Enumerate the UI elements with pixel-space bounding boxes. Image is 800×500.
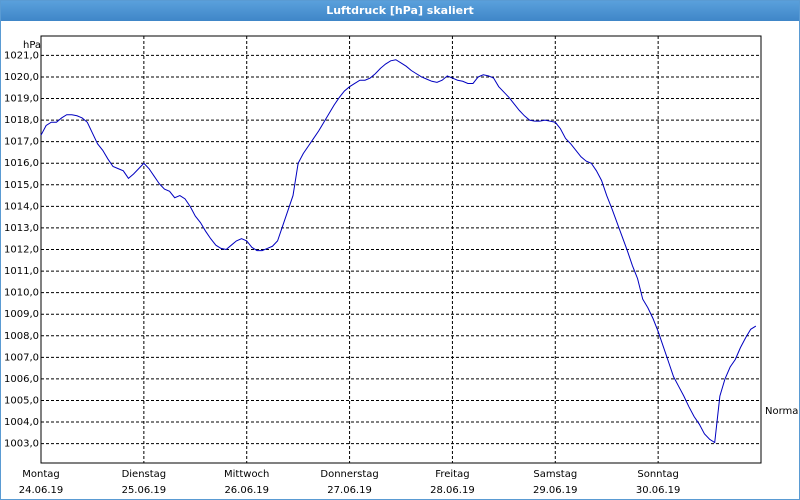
x-tick-label: Dienstag bbox=[122, 469, 167, 480]
x-tick-date: 24.06.19 bbox=[19, 485, 64, 496]
x-tick-date: 29.06.19 bbox=[533, 485, 578, 496]
y-tick-label: 1003,0 bbox=[4, 439, 39, 450]
title-bar: Luftdruck [hPa] skaliert bbox=[1, 1, 799, 21]
annotation: Normal bbox=[765, 406, 799, 417]
x-tick-date: 26.06.19 bbox=[224, 485, 269, 496]
x-tick-label: Donnerstag bbox=[320, 469, 378, 480]
x-tick-date: 28.06.19 bbox=[430, 485, 475, 496]
x-tick-label: Sonntag bbox=[637, 469, 679, 480]
y-tick-label: 1007,0 bbox=[4, 352, 39, 363]
y-tick-label: 1004,0 bbox=[4, 417, 39, 428]
y-axis-label: hPa bbox=[23, 40, 41, 51]
y-tick-label: 1017,0 bbox=[4, 137, 39, 148]
y-tick-label: 1016,0 bbox=[4, 158, 39, 169]
y-tick-label: 1008,0 bbox=[4, 331, 39, 342]
y-tick-label: 1013,0 bbox=[4, 223, 39, 234]
y-tick-label: 1015,0 bbox=[4, 180, 39, 191]
y-tick-label: 1019,0 bbox=[4, 94, 39, 105]
y-tick-label: 1009,0 bbox=[4, 309, 39, 320]
y-tick-label: 1005,0 bbox=[4, 395, 39, 406]
x-tick-label: Freitag bbox=[435, 469, 469, 480]
x-tick-label: Mittwoch bbox=[224, 469, 269, 480]
y-tick-label: 1014,0 bbox=[4, 201, 39, 212]
x-tick-label: Montag bbox=[22, 469, 59, 480]
y-tick-label: 1006,0 bbox=[4, 374, 39, 385]
y-tick-label: 1018,0 bbox=[4, 115, 39, 126]
y-tick-label: 1010,0 bbox=[4, 288, 39, 299]
line bbox=[40, 59, 757, 444]
x-tick-date: 25.06.19 bbox=[122, 485, 167, 496]
x-tick-label: Samstag bbox=[533, 469, 577, 480]
x-tick-date: 30.06.19 bbox=[636, 485, 681, 496]
y-tick-label: 1020,0 bbox=[4, 72, 39, 83]
x-tick-date: 27.06.19 bbox=[327, 485, 372, 496]
y-tick-label: 1021,0 bbox=[4, 50, 39, 61]
y-tick-label: 1011,0 bbox=[4, 266, 39, 277]
y-tick-label: 1012,0 bbox=[4, 245, 39, 256]
